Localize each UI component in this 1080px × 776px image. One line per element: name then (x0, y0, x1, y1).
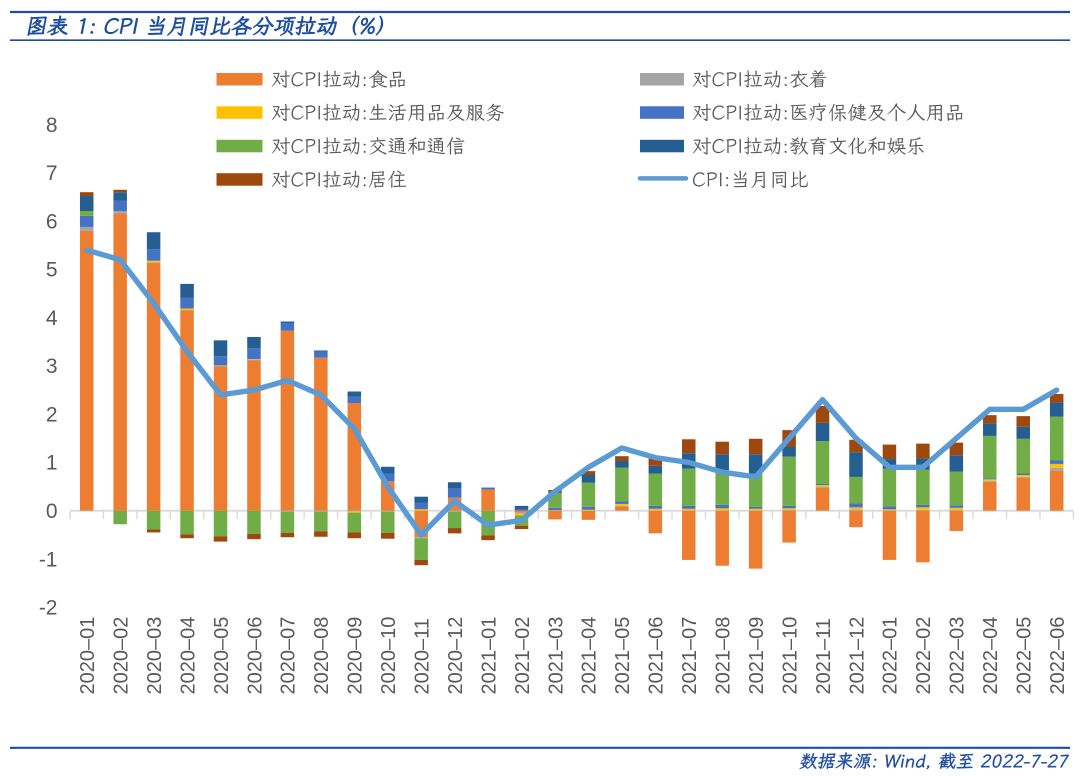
svg-text:2022–03: 2022–03 (947, 617, 969, 695)
svg-text:2021–02: 2021–02 (512, 617, 534, 695)
svg-text:-1: -1 (39, 548, 58, 571)
svg-text:2022–06: 2022–06 (1047, 617, 1069, 695)
svg-text:0: 0 (46, 500, 58, 523)
svg-text:2021–03: 2021–03 (545, 617, 567, 695)
svg-text:4: 4 (46, 307, 58, 330)
svg-text:2020–11: 2020–11 (411, 618, 433, 694)
svg-text:2021–08: 2021–08 (713, 617, 735, 695)
svg-text:2021–09: 2021–09 (746, 617, 768, 695)
svg-text:2022–01: 2022–01 (880, 617, 902, 695)
svg-text:2020–08: 2020–08 (311, 617, 333, 695)
svg-text:2020–06: 2020–06 (244, 617, 266, 695)
svg-text:8: 8 (46, 114, 58, 137)
svg-text:5: 5 (46, 259, 58, 282)
svg-text:2021–04: 2021–04 (579, 617, 601, 695)
svg-text:3: 3 (46, 355, 58, 378)
svg-text:2021–12: 2021–12 (846, 617, 868, 695)
svg-text:2020–07: 2020–07 (278, 617, 300, 695)
svg-text:2020–12: 2020–12 (445, 617, 467, 695)
svg-text:2021–11: 2021–11 (813, 618, 835, 694)
svg-text:2020–03: 2020–03 (144, 617, 166, 695)
svg-text:2020–01: 2020–01 (77, 617, 99, 695)
svg-text:2022–05: 2022–05 (1014, 617, 1036, 695)
svg-text:2021–01: 2021–01 (478, 617, 500, 695)
svg-text:2020–09: 2020–09 (345, 617, 367, 695)
svg-text:6: 6 (46, 210, 58, 233)
svg-text:2020–04: 2020–04 (177, 617, 199, 695)
svg-text:2021–06: 2021–06 (646, 617, 668, 695)
svg-text:2022–04: 2022–04 (980, 617, 1002, 695)
svg-text:2020–10: 2020–10 (378, 617, 400, 695)
svg-text:2021–07: 2021–07 (679, 617, 701, 695)
svg-text:2022–02: 2022–02 (913, 617, 935, 695)
svg-text:2021–10: 2021–10 (779, 617, 801, 695)
svg-text:2021–05: 2021–05 (612, 617, 634, 695)
svg-text:2: 2 (46, 403, 58, 426)
svg-text:2020–05: 2020–05 (211, 617, 233, 695)
svg-text:2020–02: 2020–02 (110, 617, 132, 695)
svg-text:-2: -2 (39, 597, 58, 620)
svg-text:1: 1 (46, 452, 58, 475)
svg-text:7: 7 (46, 162, 58, 185)
